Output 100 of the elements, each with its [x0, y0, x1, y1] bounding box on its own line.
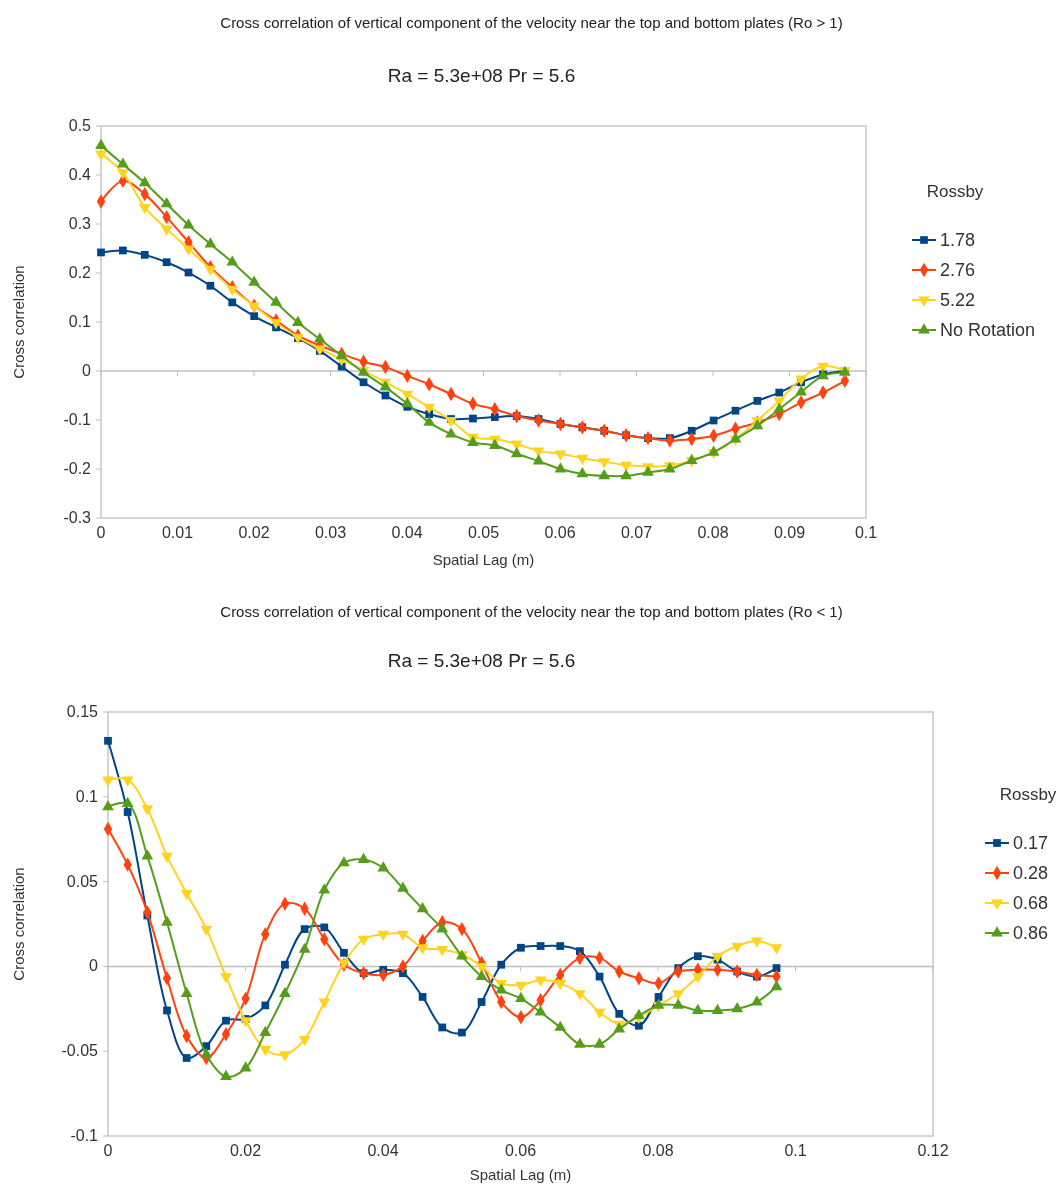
point [340, 948, 348, 957]
point [318, 883, 331, 894]
point [204, 237, 217, 248]
x-tick-label: 0.04 [391, 524, 423, 541]
point [180, 986, 193, 997]
point [138, 176, 151, 187]
chart-title: Cross correlation of vertical component of the velocity near the top and bottom plates (Ro > 1) [220, 14, 843, 31]
point [773, 402, 786, 413]
y-tick-label: 0.4 [68, 166, 92, 183]
y-tick-label: 0.1 [68, 313, 92, 330]
point [160, 197, 173, 208]
point [357, 935, 370, 947]
point [685, 453, 698, 465]
point [750, 995, 763, 1006]
point [338, 856, 350, 867]
point [731, 1002, 744, 1013]
point [416, 944, 429, 955]
y-tick-label: -0.1 [70, 1127, 99, 1144]
point [141, 849, 154, 860]
point [593, 1008, 606, 1019]
point [239, 1061, 252, 1072]
point [102, 776, 114, 787]
legend-label: No Rotation [940, 320, 1036, 340]
y-tick-label: -0.1 [63, 411, 92, 428]
point [495, 983, 508, 994]
x-axis-title: Spatial Lag (m) [432, 551, 535, 568]
y-tick-label: 0.3 [68, 215, 92, 232]
x-tick-label: 0.1 [784, 1142, 807, 1159]
x-axis-title: Spatial Lag (m) [469, 1166, 572, 1183]
point [775, 388, 784, 397]
y-tick-label: 0.15 [66, 703, 99, 720]
x-tick-label: 0.08 [697, 524, 729, 541]
point [226, 255, 239, 266]
x-tick-label: 0.01 [161, 524, 194, 541]
point [556, 942, 565, 950]
point [228, 298, 237, 307]
point [182, 1054, 191, 1062]
point [397, 930, 409, 941]
y-tick-label: 0.5 [68, 117, 92, 134]
point [250, 312, 259, 320]
point [532, 454, 545, 465]
point [554, 450, 567, 461]
point [116, 157, 129, 168]
y-tick-label: 0.05 [66, 872, 99, 890]
point [615, 1010, 624, 1018]
point [320, 923, 329, 932]
point [517, 943, 525, 952]
point [469, 414, 477, 423]
point [576, 454, 589, 466]
x-tick-label: 0.03 [314, 524, 347, 541]
point [359, 378, 368, 387]
point [554, 1020, 567, 1031]
point [206, 281, 215, 290]
point [490, 413, 499, 421]
point [477, 998, 486, 1006]
point [95, 150, 107, 161]
point [248, 275, 261, 286]
point [687, 426, 696, 435]
point [652, 998, 665, 1009]
point [102, 800, 114, 811]
point [554, 979, 567, 991]
point [97, 248, 105, 257]
point [574, 1037, 586, 1048]
point [161, 915, 173, 926]
point [635, 1021, 643, 1030]
point [182, 218, 195, 229]
point [418, 993, 427, 1001]
point [180, 890, 193, 901]
point [182, 245, 195, 256]
point [497, 960, 506, 969]
legend-label: 0.17 [1013, 833, 1049, 853]
point [318, 998, 331, 1009]
point [770, 944, 783, 955]
point [222, 1016, 230, 1025]
point [576, 467, 589, 478]
point [204, 265, 217, 276]
point [672, 998, 685, 1009]
point [633, 1008, 645, 1019]
legend-label: 0.68 [1013, 893, 1049, 913]
legend-title: Rossby [999, 785, 1057, 804]
point [261, 1001, 270, 1010]
point [753, 397, 762, 405]
point [458, 1028, 466, 1037]
point [377, 861, 390, 872]
legend-title: Rossby [926, 182, 984, 201]
y-tick-label: 0.2 [68, 264, 92, 281]
point [121, 776, 134, 787]
point [694, 952, 702, 961]
legend-label: 0.86 [1013, 923, 1049, 943]
x-tick-label: 0.04 [367, 1142, 399, 1159]
legend-label: 0.28 [1013, 863, 1049, 883]
point [104, 736, 112, 745]
point [532, 447, 545, 458]
point [770, 979, 783, 991]
point [711, 1003, 724, 1014]
y-axis-title: Cross correlation [10, 867, 27, 981]
point [162, 258, 171, 267]
point [116, 169, 129, 180]
point [138, 203, 151, 215]
point [534, 1005, 547, 1016]
